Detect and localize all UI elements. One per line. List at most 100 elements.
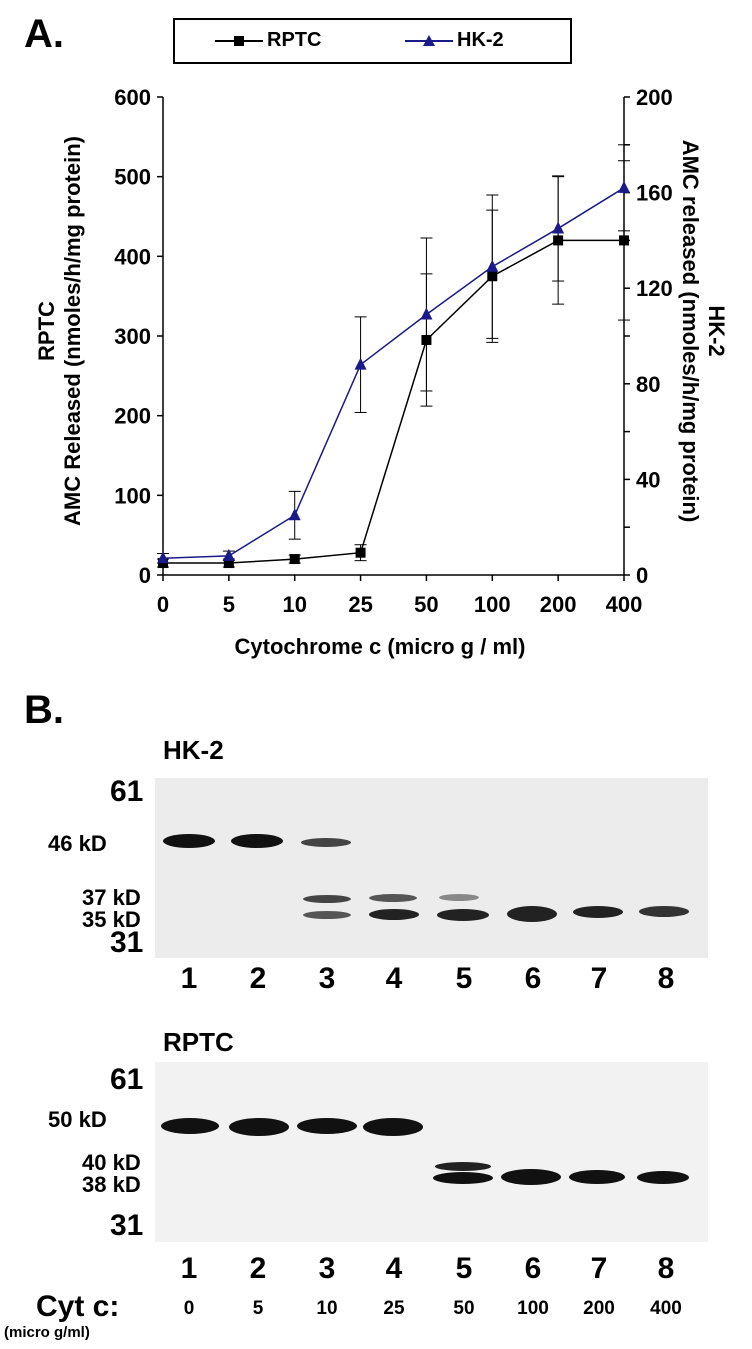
hk2-band-37-lane5 — [439, 894, 479, 901]
hk2-lane-number: 5 — [455, 962, 473, 995]
rptc-lane-number: 1 — [180, 1252, 198, 1285]
legend-rptc-label: RPTC — [267, 29, 322, 51]
cyt-c-value: 25 — [383, 1298, 405, 1319]
hk-2-data-point — [288, 508, 301, 521]
rptc-band-38-lane7 — [569, 1170, 625, 1184]
hk2-lane-number: 6 — [524, 962, 542, 995]
blot-rptc-image — [155, 1062, 708, 1242]
legend-rptc-marker-icon — [215, 35, 263, 46]
hk-2-data-point — [552, 221, 565, 234]
chart-legend: RPTC HK-2 — [173, 18, 572, 64]
hk-2-data-point — [618, 180, 630, 193]
hk2-band-35-lane7 — [573, 906, 623, 918]
hk2-marker-35: 35 kD — [82, 907, 141, 932]
rptc-lane-number: 8 — [657, 1252, 675, 1285]
x-tick-label: 200 — [540, 592, 577, 617]
cyt-c-value: 200 — [583, 1298, 615, 1319]
rptc-series-line — [163, 239, 624, 564]
y-left-tick-label: 500 — [114, 165, 151, 190]
x-tick-label: 25 — [348, 592, 372, 617]
hk-2-series-line — [162, 187, 625, 560]
hk-2-data-point — [222, 548, 235, 561]
x-axis-title: Cytochrome c (micro g / ml) — [234, 634, 526, 659]
y-left-tick-label: 300 — [114, 324, 151, 349]
hk2-band-35-lane3 — [303, 911, 351, 919]
rptc-marker-31: 31 — [110, 1209, 144, 1242]
hk2-band-37-lane4 — [369, 894, 417, 902]
rptc-lane-number: 4 — [385, 1252, 403, 1285]
y-axis-right-title-line1: HK-2 — [704, 305, 729, 357]
y-right-tick-label: 80 — [636, 372, 660, 397]
rptc-band-50-lane1 — [161, 1118, 219, 1134]
y-left-tick-label: 0 — [139, 563, 151, 588]
y-left-tick-label: 200 — [114, 404, 151, 429]
hk2-lane-number: 1 — [180, 962, 198, 995]
y-left-tick-label: 100 — [114, 483, 151, 508]
rptc-band-40-lane5 — [435, 1162, 491, 1171]
cyt-c-label: Cyt c: — [36, 1290, 120, 1323]
cyt-c-value: 100 — [517, 1298, 549, 1319]
hk-2-data-point — [157, 551, 169, 564]
hk2-band-35-lane8 — [639, 906, 689, 917]
hk-2-data-point — [420, 307, 433, 320]
y-right-tick-label: 120 — [636, 276, 673, 301]
y-axis-left-title: RPTC AMC Released (nmoles/h/mg protein) — [34, 81, 86, 581]
hk2-lane-numbers: 1 2 3 4 5 6 7 8 — [155, 962, 708, 996]
x-tick-label: 5 — [223, 592, 235, 617]
rptc-marker-61: 61 — [110, 1063, 144, 1096]
blot-hk2-image — [155, 778, 708, 958]
hk-2-data-point — [354, 357, 367, 370]
cyt-c-value: 50 — [453, 1298, 475, 1319]
y-axis-left-title-line1: RPTC — [34, 301, 59, 361]
legend-hk2-label: HK-2 — [457, 29, 504, 51]
x-tick-label: 50 — [414, 592, 438, 617]
hk2-band-35-lane6 — [507, 906, 557, 922]
y-right-tick-label: 40 — [636, 467, 660, 492]
legend-hk2-marker-icon — [405, 34, 453, 46]
hk-2-data-point — [486, 259, 499, 272]
rptc-marker-40: 40 kD — [82, 1150, 141, 1175]
hk2-marker-46: 46 kD — [48, 831, 107, 856]
hk2-band-46-lane3 — [301, 838, 351, 847]
cyt-c-unit: (micro g/ml) — [4, 1324, 90, 1341]
hk2-lane-number: 2 — [249, 962, 267, 995]
rptc-lane-number: 2 — [249, 1252, 267, 1285]
hk2-band-35-lane5 — [437, 909, 489, 921]
hk2-lane-number: 3 — [318, 962, 336, 995]
blot-rptc-title: RPTC — [163, 1027, 234, 1057]
y-right-tick-label: 0 — [636, 563, 648, 588]
y-left-tick-label: 400 — [114, 244, 151, 269]
x-tick-label: 0 — [157, 592, 169, 617]
rptc-lane-number: 5 — [455, 1252, 473, 1285]
y-axis-left-title-line2: AMC Released (nmoles/h/mg protein) — [60, 136, 85, 526]
cyt-c-values: 0 5 10 25 50 100 200 400 — [155, 1298, 708, 1324]
hk2-band-37-lane3 — [303, 895, 351, 903]
rptc-lane-numbers: 1 2 3 4 5 6 7 8 — [155, 1252, 708, 1286]
panel-a-label: A. — [24, 12, 64, 56]
panel-b-label: B. — [24, 688, 64, 732]
y-axis-right-title: HK-2 AMC released (nmoles/h/mg protein) — [677, 81, 729, 581]
rptc-band-50-lane2 — [229, 1118, 289, 1136]
rptc-data-point — [355, 547, 366, 558]
rptc-band-50-lane3 — [297, 1118, 357, 1134]
line-chart: 0 100 200 300 400 500 600 0 40 80 120 160 200 0 5 10 25 5… — [114, 85, 673, 617]
hk2-band-46-lane2 — [231, 834, 283, 848]
hk2-marker-37: 37 kD — [82, 885, 141, 910]
rptc-band-38-lane8 — [637, 1171, 689, 1184]
rptc-marker-50: 50 kD — [48, 1107, 107, 1132]
y-axis-right-title-line2: AMC released (nmoles/h/mg protein) — [678, 139, 703, 523]
y-right-tick-label: 200 — [636, 85, 673, 110]
cyt-c-value: 400 — [650, 1298, 682, 1319]
hk2-band-46-lane1 — [163, 834, 215, 848]
rptc-lane-number: 7 — [590, 1252, 608, 1285]
legend-item-rptc: RPTC — [215, 29, 321, 52]
x-tick-label: 400 — [606, 592, 643, 617]
hk2-lane-number: 7 — [590, 962, 608, 995]
legend-item-hk2: HK-2 — [405, 29, 504, 52]
rptc-band-38-lane5 — [433, 1172, 493, 1184]
y-right-tick-label: 160 — [636, 181, 673, 206]
rptc-lane-number: 6 — [524, 1252, 542, 1285]
rptc-data-point — [289, 554, 300, 565]
hk2-marker-31: 31 — [110, 926, 144, 959]
rptc-data-point — [223, 558, 234, 569]
